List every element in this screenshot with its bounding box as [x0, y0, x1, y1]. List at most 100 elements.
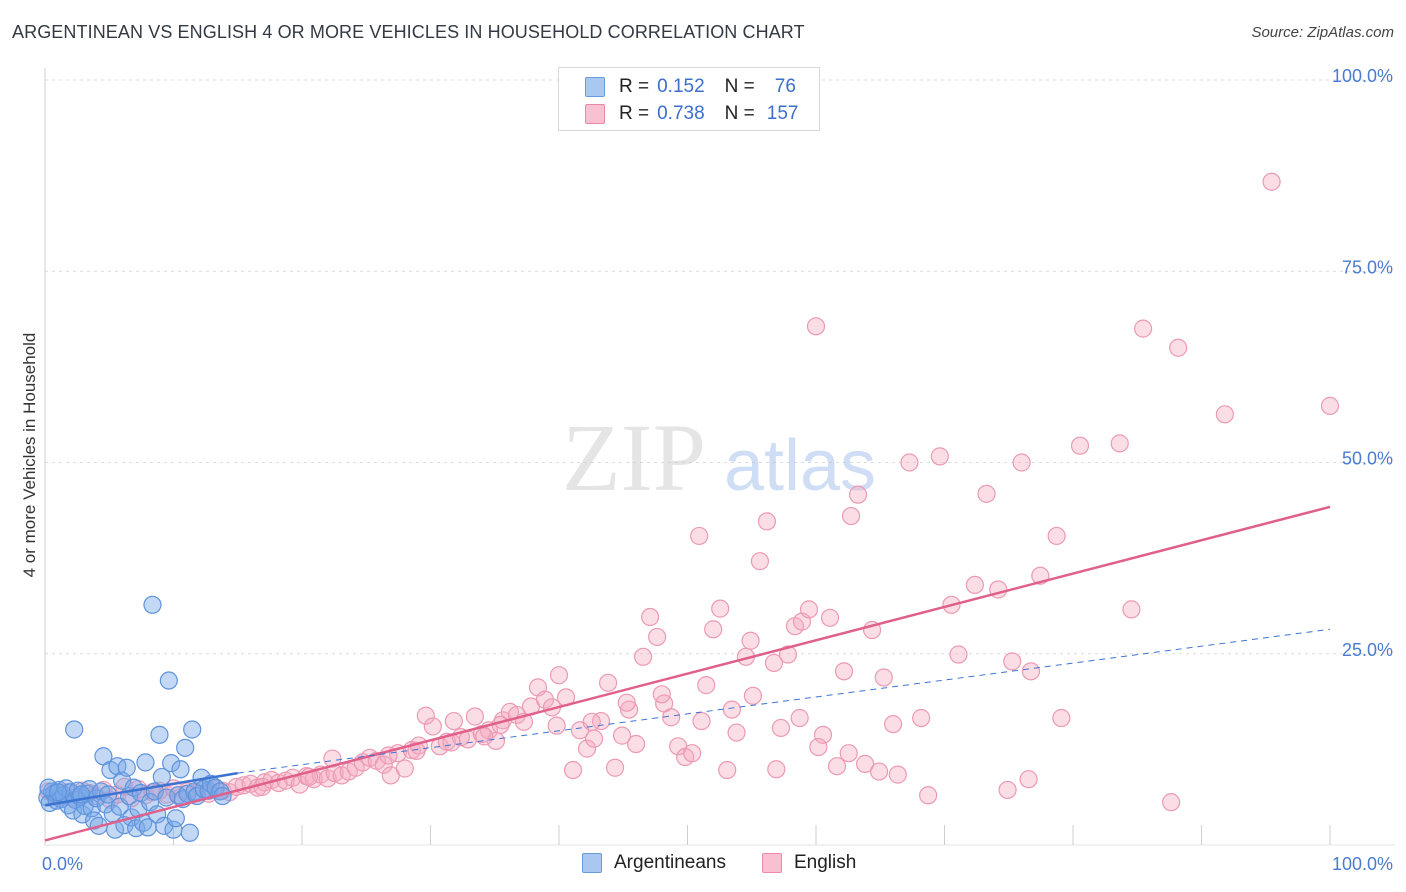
x-tick-label: 100.0% [1332, 854, 1393, 874]
english-point [806, 317, 826, 336]
y-tick-label: 50.0% [1342, 449, 1393, 469]
english-point [743, 686, 763, 705]
legend-r-label: R = [619, 103, 650, 124]
english-point [584, 729, 604, 748]
english-point [1052, 708, 1071, 728]
english-point [704, 620, 723, 639]
argentinean-point [176, 738, 195, 757]
legend-r-value: 0.152 [657, 76, 705, 97]
trend-lines [44, 505, 1331, 842]
english-point [1021, 662, 1041, 681]
english-point [1320, 396, 1340, 415]
english-point [718, 760, 737, 780]
english-point [605, 758, 625, 777]
english-point [778, 645, 798, 664]
english-point [563, 760, 583, 780]
argentinean-point [65, 720, 84, 739]
source-label: Source: ZipAtlas.com [1251, 24, 1394, 41]
argentinean-trend-extension [237, 628, 1331, 774]
legend-n-label: N = [724, 103, 755, 124]
english-point [855, 754, 875, 774]
english-point [1169, 338, 1188, 357]
argentinean-point [180, 823, 199, 842]
x-tick-label: 0.0% [42, 854, 83, 874]
legend-n-value: 157 [766, 103, 799, 124]
english-point [767, 760, 786, 779]
english-point [757, 512, 777, 531]
english-point [662, 708, 681, 727]
english-point [648, 627, 667, 647]
english-point [820, 608, 840, 627]
y-tick-label: 100.0% [1332, 66, 1393, 86]
english-point [465, 707, 484, 726]
watermark-zip: ZIP [562, 404, 706, 511]
english-point [900, 453, 919, 472]
english-point [790, 708, 809, 728]
english-point [711, 599, 730, 618]
english-point [683, 744, 702, 763]
legend-r-value: 0.738 [657, 103, 705, 124]
english-point [874, 668, 893, 687]
english-point [888, 765, 907, 784]
english-point [1215, 405, 1234, 424]
axes [44, 68, 1395, 846]
english-point [577, 739, 597, 758]
argentinean-point [159, 671, 178, 690]
english-point [535, 690, 555, 709]
argentinean-point [150, 725, 169, 744]
english-point [741, 631, 760, 650]
legend-r-label: R = [619, 76, 650, 97]
english-point [253, 777, 272, 796]
english-point [634, 647, 653, 666]
english-point [1262, 172, 1281, 191]
argentinean-point [162, 754, 181, 773]
watermark-atlas: atlas [724, 426, 876, 506]
legend-item-argentineans[interactable]: Argentineans [582, 852, 726, 874]
argentinean-points [38, 595, 232, 842]
series-legend: Argentineans English [0, 852, 1406, 878]
english-point [750, 552, 770, 571]
english-point [722, 700, 741, 719]
legend-label-english: English [794, 852, 857, 873]
legend-swatch-pink [585, 104, 605, 124]
english-point [549, 666, 569, 685]
english-point [977, 484, 996, 503]
legend-swatch-pink [762, 853, 782, 873]
legend-n-value: 76 [774, 76, 796, 97]
english-point [395, 759, 414, 778]
english-point [591, 711, 611, 731]
english-point [965, 575, 984, 595]
legend-swatch-blue [582, 853, 602, 873]
english-point [1110, 434, 1129, 453]
argentinean-point [136, 753, 155, 772]
english-point [1003, 652, 1022, 671]
english-point [619, 700, 639, 719]
legend-item-english[interactable]: English [762, 852, 856, 874]
argentinean-point [117, 758, 136, 777]
english-point [834, 662, 854, 681]
english-point [764, 653, 784, 673]
legend-n-label: N = [724, 76, 755, 97]
gridlines [45, 79, 1395, 655]
argentinean-point [39, 778, 58, 797]
english-point [692, 711, 711, 731]
english-point [839, 744, 858, 763]
english-point [423, 717, 442, 736]
english-point [652, 685, 671, 704]
english-point [930, 447, 949, 466]
english-point [598, 673, 618, 692]
english-point [416, 706, 435, 725]
english-point [809, 737, 828, 757]
english-point [998, 780, 1017, 800]
y-tick-label: 75.0% [1342, 257, 1393, 277]
english-point [1070, 436, 1090, 455]
english-point [1133, 319, 1153, 338]
english-point [1019, 770, 1038, 789]
tick-labels: 25.0% 50.0% 75.0% 100.0% 0.0% 100.0% [42, 66, 1393, 874]
argentinean-point [166, 809, 185, 828]
y-tick-label: 25.0% [1342, 640, 1393, 660]
english-point [827, 757, 847, 776]
english-point [848, 485, 868, 504]
stats-legend: R = 0.152 N = 76 R = 0.738 N = 157 [558, 67, 820, 131]
